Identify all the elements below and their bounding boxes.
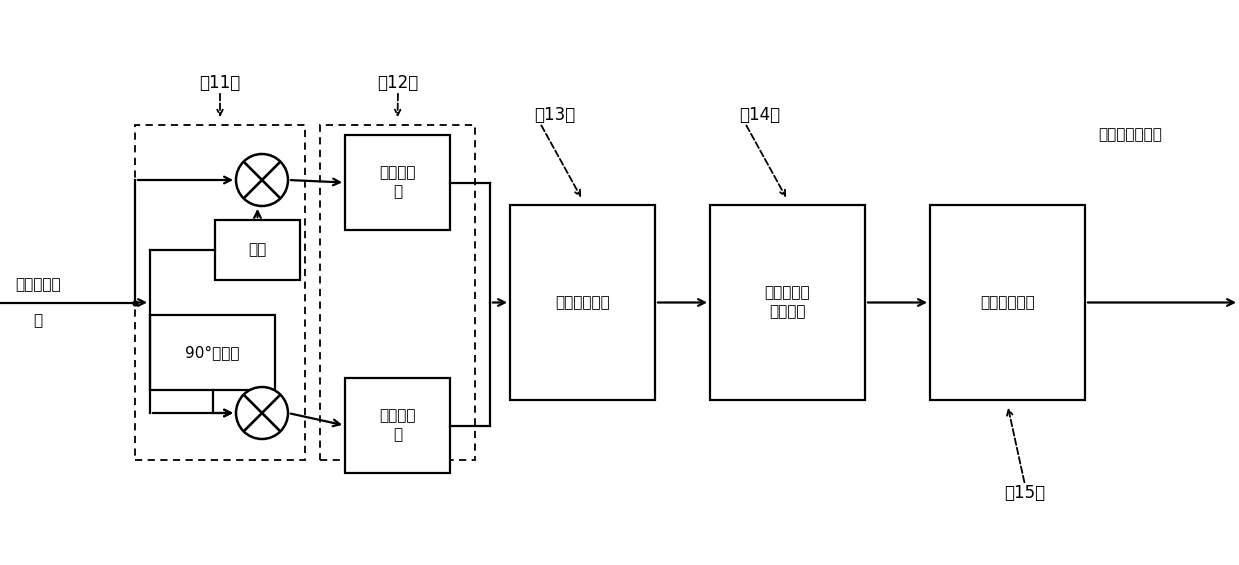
Text: 本振: 本振 [248, 242, 266, 258]
Bar [320, 125, 475, 460]
Bar [710, 205, 865, 400]
Text: （15）: （15） [1005, 484, 1046, 502]
Text: 90°相移器: 90°相移器 [186, 345, 240, 360]
Text: 射频信号输: 射频信号输 [15, 277, 61, 292]
Bar [930, 205, 1085, 400]
Circle shape [235, 154, 287, 206]
Text: 低通滤波
器: 低通滤波 器 [379, 166, 416, 199]
Text: 入: 入 [33, 313, 42, 328]
Bar [150, 315, 275, 390]
Bar [135, 125, 305, 460]
Circle shape [235, 387, 287, 439]
Bar [344, 135, 450, 230]
Text: （13）: （13） [534, 106, 576, 124]
Text: （11）: （11） [199, 74, 240, 92]
Text: 后解码信号
解调模块: 后解码信号 解调模块 [764, 285, 810, 320]
Text: 二进制信息输出: 二进制信息输出 [1098, 128, 1162, 142]
Bar [510, 205, 655, 400]
Text: （14）: （14） [740, 106, 781, 124]
Text: 低通滤波
器: 低通滤波 器 [379, 408, 416, 442]
Bar [216, 220, 300, 280]
Text: （12）: （12） [378, 74, 419, 92]
Text: 信息变换模块: 信息变换模块 [980, 295, 1035, 310]
Bar [344, 378, 450, 473]
Text: 基带信号同步: 基带信号同步 [555, 295, 610, 310]
